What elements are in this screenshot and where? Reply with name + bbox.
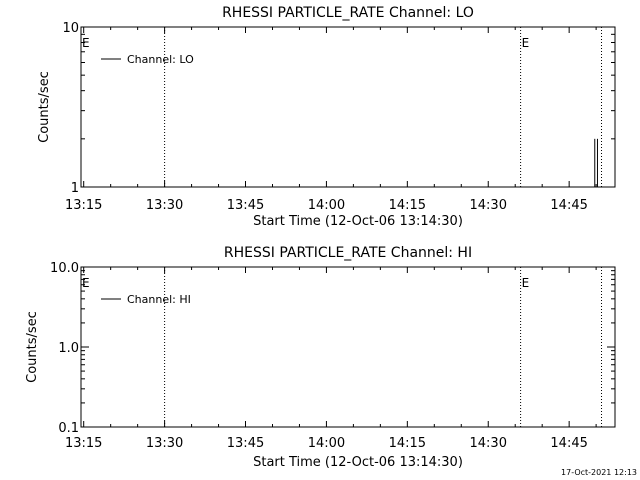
x-tick-label: 14:30: [470, 198, 507, 213]
plot-frame: [80, 26, 616, 188]
x-tick-label: 13:30: [146, 198, 183, 213]
x-tick-label: 13:45: [227, 198, 264, 213]
y-tick-label: 10: [62, 21, 79, 36]
x-tick-label: 14:45: [550, 436, 587, 451]
x-tick-label: 14:00: [308, 198, 345, 213]
y-tick-label: 1: [71, 181, 79, 196]
chart-title: RHESSI PARTICLE_RATE Channel: LO: [222, 5, 474, 21]
y-axis-label: Counts/sec: [25, 311, 40, 383]
edge-marker-e: E: [82, 36, 90, 50]
footer-timestamp: 17-Oct-2021 12:13: [561, 468, 637, 477]
x-tick-label: 13:30: [146, 436, 183, 451]
y-tick-label: 1.0: [58, 341, 79, 356]
legend-label: Channel: HI: [127, 293, 191, 306]
x-tick-label: 13:45: [227, 436, 264, 451]
y-tick-label: 10.0: [50, 261, 79, 276]
x-axis-label: Start Time (12-Oct-06 13:14:30): [253, 455, 463, 470]
x-tick-label: 13:15: [65, 436, 102, 451]
x-tick-label: 14:00: [308, 436, 345, 451]
x-tick-label: 14:45: [550, 198, 587, 213]
chart-title: RHESSI PARTICLE_RATE Channel: HI: [224, 245, 472, 261]
vline-label: E: [522, 276, 530, 290]
x-tick-label: 14:15: [389, 198, 426, 213]
x-axis-label: Start Time (12-Oct-06 13:14:30): [253, 214, 463, 229]
chart-panel-lo: RHESSI PARTICLE_RATE Channel: LO 13:15 13:…: [37, 5, 616, 229]
plot-frame: [80, 266, 616, 428]
x-tick-label: 14:15: [389, 436, 426, 451]
x-tick-label: 13:15: [65, 198, 102, 213]
edge-marker-e: E: [82, 276, 90, 290]
legend-label: Channel: LO: [127, 53, 194, 66]
y-tick-label: 0.1: [58, 421, 79, 436]
y-axis-label: Counts/sec: [37, 71, 52, 143]
x-tick-label: 14:30: [470, 436, 507, 451]
vline-label: E: [522, 36, 530, 50]
chart-panel-hi: RHESSI PARTICLE_RATE Channel: HI 13:15 13:…: [25, 245, 616, 470]
